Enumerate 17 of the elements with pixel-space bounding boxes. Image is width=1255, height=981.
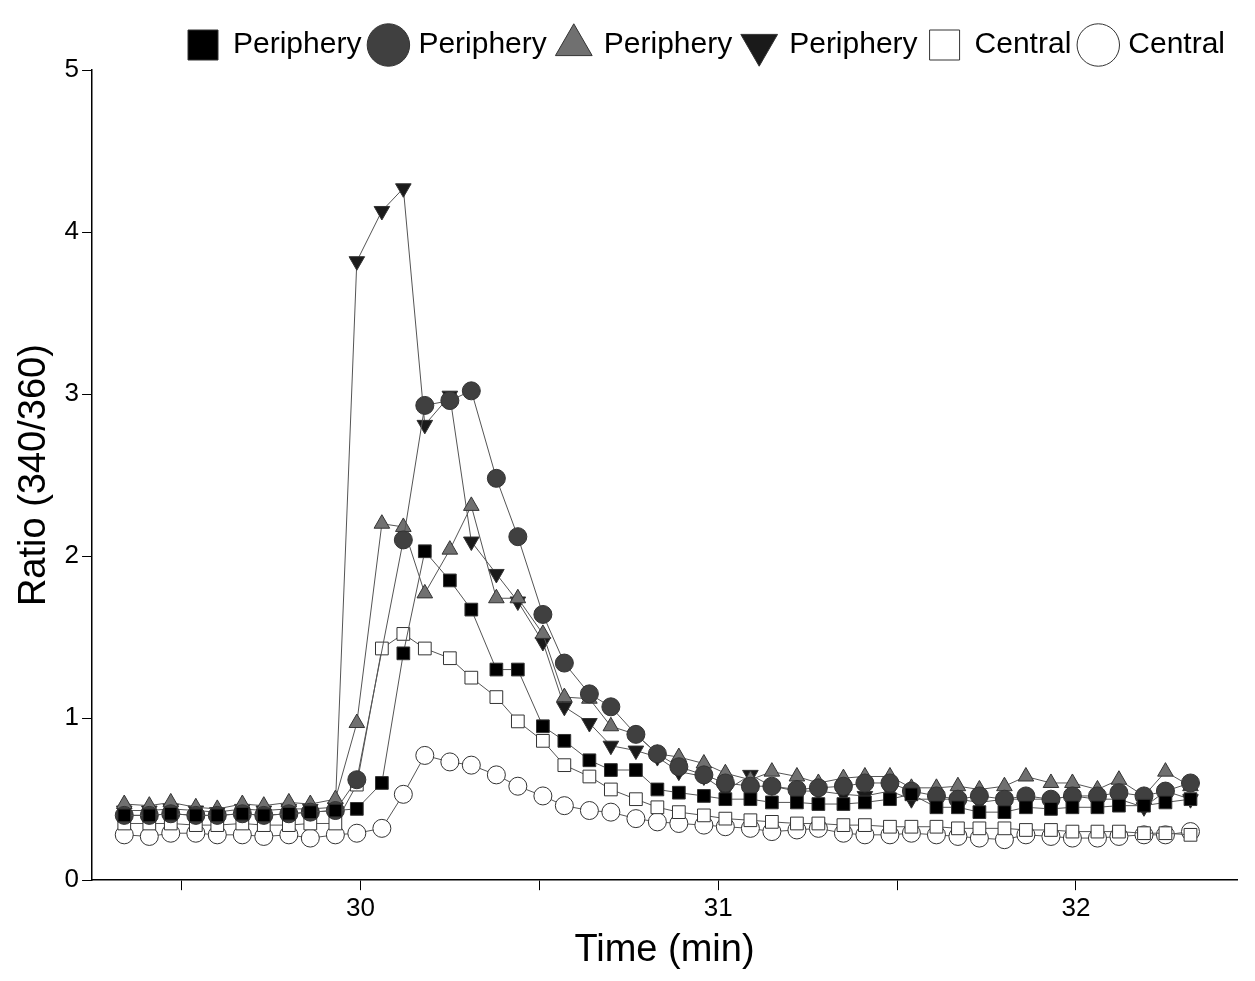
x-tick-label: 30 [345, 891, 375, 922]
x-tick-label: 32 [1061, 891, 1091, 922]
y-axis-title: Ratio (340/360) [11, 344, 54, 607]
legend-label: Periphery [418, 26, 547, 60]
x-axis-title: Time (min) [574, 926, 755, 969]
legend-label: Central [1128, 26, 1226, 60]
legend-label: Periphery [603, 26, 733, 60]
y-tick-label: 1 [64, 701, 80, 732]
legend-label: Periphery [233, 26, 362, 60]
legend-label: Central [974, 26, 1072, 60]
y-tick-label: 2 [64, 539, 80, 570]
x-tick-label: 31 [703, 891, 733, 922]
y-tick-label: 4 [64, 215, 80, 246]
y-tick-label: 0 [64, 863, 80, 894]
legend-label: Periphery [789, 26, 918, 60]
y-tick-label: 5 [64, 53, 80, 84]
y-tick-label: 3 [64, 377, 80, 408]
